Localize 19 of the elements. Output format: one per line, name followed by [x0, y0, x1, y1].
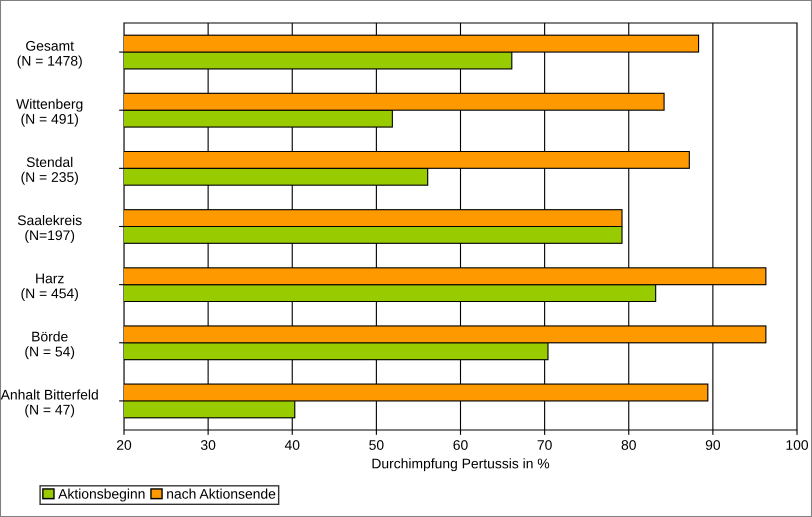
y-tick-label: Harz (N = 454) [21, 274, 78, 302]
x-tick-label: 90 [706, 440, 720, 450]
x-tick-label: 80 [622, 440, 636, 450]
y-tick-label: Börde (N = 54) [25, 331, 74, 360]
y-tick-label: Anhalt Bitterfeld (N = 47) [0, 389, 98, 418]
y-tick-label: Gesamt (N = 1478) [18, 40, 82, 68]
legend-label: Aktionsbeginn [58, 488, 144, 502]
x-tick-label: 50 [369, 440, 384, 450]
x-tick-label: 60 [453, 440, 468, 450]
legend-label: nach Aktionsende [167, 488, 276, 499]
y-tick-label: Wittenberg (N = 491) [16, 98, 82, 127]
x-tick-label: 40 [284, 440, 300, 450]
x-tick-label: 20 [116, 440, 132, 450]
y-tick-label: Stendal (N = 235) [21, 156, 78, 185]
x-axis-title: Durchimpfung Pertussis in % [372, 458, 550, 472]
x-tick-label: 70 [538, 440, 552, 450]
x-tick-label: 100 [786, 440, 808, 450]
y-tick-label: Saalekreis (N=197) [18, 214, 82, 243]
x-tick-label: 30 [200, 440, 216, 450]
